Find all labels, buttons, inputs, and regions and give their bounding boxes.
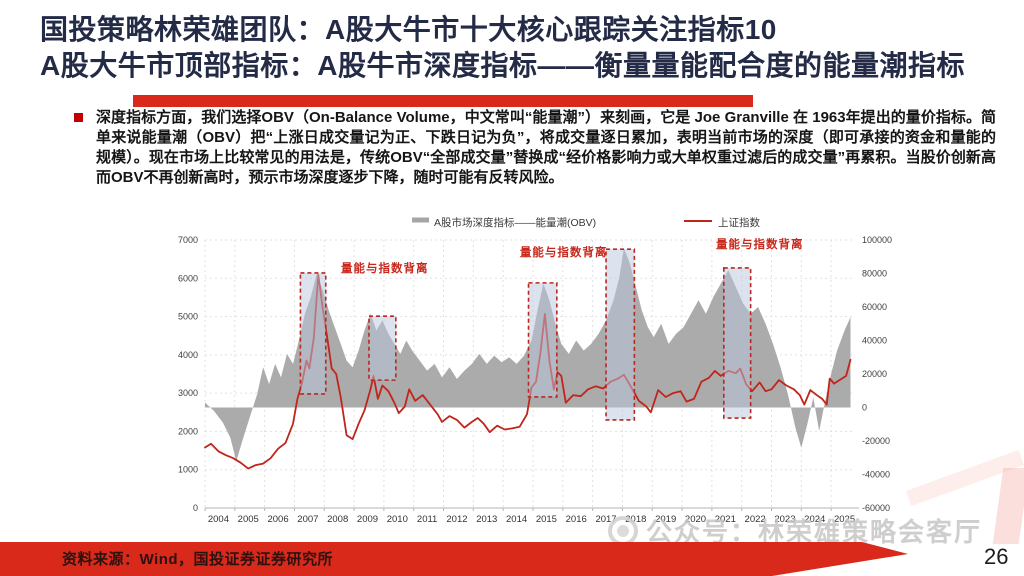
x-axis-year-label: 2011 (417, 514, 437, 525)
left-axis-tick-label: 6000 (178, 273, 198, 283)
chart-axes: 0 1000 2000 3000 4000 5000 6000 7000 100000 80000… (178, 235, 892, 525)
left-axis-tick-label: 0 (193, 503, 198, 513)
left-axis-tick-label: 2000 (178, 426, 198, 436)
left-axis-tick-label: 3000 (178, 388, 198, 398)
x-axis-year-label: 2014 (506, 514, 527, 525)
right-axis-tick-label: 80000 (862, 269, 887, 279)
divergence-label: 量能与指数背离 (341, 261, 429, 275)
right-axis-tick-label: -40000 (862, 470, 890, 480)
bullet-paragraph: 深度指标方面，我们选择OBV（On-Balance Volume，中文常叫“能量… (74, 108, 999, 188)
legend-obv-label: A股市场深度指标——能量潮(OBV) (434, 216, 596, 229)
divergence-label: 量能与指数背离 (520, 245, 608, 259)
right-axis-tick-label: 40000 (862, 336, 887, 346)
left-axis-tick-label: 4000 (178, 350, 198, 360)
decor-shape-right (992, 468, 1024, 544)
page-number: 26 (984, 544, 1009, 569)
watermark-logo-icon (608, 515, 638, 546)
divergence-label: 量能与指数背离 (716, 237, 804, 251)
x-axis-year-label: 2010 (387, 514, 408, 525)
x-axis-year-label: 2012 (446, 514, 467, 525)
x-axis-year-label: 2008 (327, 514, 348, 525)
x-axis-year-label: 2005 (238, 514, 259, 525)
divergence-box (299, 272, 327, 395)
title-line-2: A股大牛市顶部指标：A股牛市深度指标——衡量量能配合度的能量潮指标 (40, 50, 965, 81)
divergence-box (368, 315, 397, 381)
right-axis-tick-label: 20000 (862, 369, 887, 379)
title-line-1: 国投策略林荣雄团队：A股大牛市十大核心跟踪关注指标10 (40, 14, 777, 45)
divergence-boxes (299, 248, 752, 421)
divergence-box (605, 248, 636, 421)
right-axis-tick-label: -20000 (862, 436, 890, 446)
x-axis-year-label: 2006 (267, 514, 288, 525)
x-axis-year-label: 2015 (536, 514, 557, 525)
x-axis-year-label: 2007 (297, 514, 318, 525)
sse-line-series (204, 273, 852, 470)
x-axis-year-label: 2016 (566, 514, 587, 525)
legend-obv-swatch (412, 217, 429, 223)
chart-grid (204, 239, 855, 509)
right-axis-tick-label: 60000 (862, 302, 887, 312)
right-axis-tick-label: 100000 (862, 235, 892, 245)
bullet-text: 深度指标方面，我们选择OBV（On-Balance Volume，中文常叫“能量… (96, 109, 996, 186)
left-axis-tick-label: 5000 (178, 312, 198, 322)
title-accent-bar (133, 95, 753, 107)
slide-title: 国投策略林荣雄团队：A股大牛市十大核心跟踪关注指标10 A股大牛市顶部指标：A股… (40, 12, 1024, 84)
chart-legend: A股市场深度指标——能量潮(OBV) 上证指数 (412, 216, 760, 229)
footer-ribbon (0, 542, 908, 576)
left-axis-tick-label: 7000 (178, 235, 198, 245)
footer-source: 资料来源：Wind，国投证券证券研究所 (62, 551, 334, 568)
x-axis-year-label: 2013 (476, 514, 497, 525)
obv-area-series (205, 248, 851, 462)
divergence-box (723, 267, 752, 419)
x-axis-year-label: 2004 (208, 514, 229, 525)
left-axis-tick-label: 1000 (178, 465, 198, 475)
right-axis-tick-label: 0 (862, 403, 867, 413)
legend-sse-label: 上证指数 (718, 216, 760, 229)
bullet-square-icon (74, 113, 83, 122)
divergence-box (527, 282, 558, 398)
x-axis-year-label: 2009 (357, 514, 378, 525)
